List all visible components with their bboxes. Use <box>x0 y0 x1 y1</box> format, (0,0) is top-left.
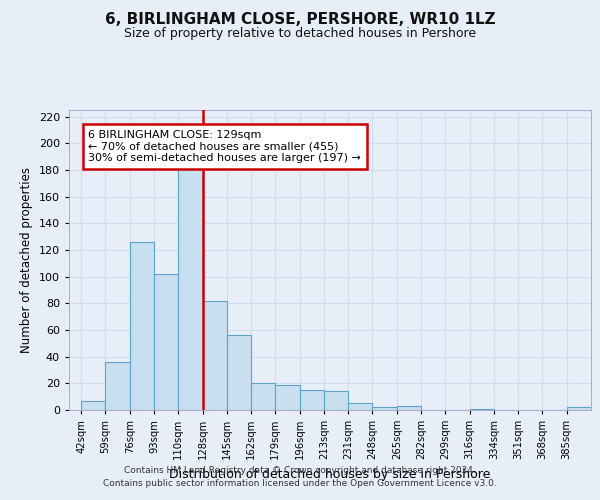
Bar <box>275 384 299 410</box>
Bar <box>251 384 275 410</box>
Text: 6 BIRLINGHAM CLOSE: 129sqm
← 70% of detached houses are smaller (455)
30% of sem: 6 BIRLINGHAM CLOSE: 129sqm ← 70% of deta… <box>88 130 361 163</box>
Y-axis label: Number of detached properties: Number of detached properties <box>20 167 33 353</box>
Text: 6, BIRLINGHAM CLOSE, PERSHORE, WR10 1LZ: 6, BIRLINGHAM CLOSE, PERSHORE, WR10 1LZ <box>104 12 496 28</box>
Text: Size of property relative to detached houses in Pershore: Size of property relative to detached ho… <box>124 28 476 40</box>
Bar <box>130 242 154 410</box>
Bar <box>324 392 348 410</box>
Bar <box>154 274 178 410</box>
Bar <box>373 408 397 410</box>
Text: Contains HM Land Registry data © Crown copyright and database right 2024.
Contai: Contains HM Land Registry data © Crown c… <box>103 466 497 487</box>
Bar <box>227 336 251 410</box>
Bar <box>567 408 591 410</box>
Bar <box>348 404 373 410</box>
X-axis label: Distribution of detached houses by size in Pershore: Distribution of detached houses by size … <box>169 468 491 480</box>
Bar <box>470 408 494 410</box>
Bar <box>81 400 106 410</box>
Bar <box>397 406 421 410</box>
Bar <box>178 168 203 410</box>
Bar <box>203 300 227 410</box>
Bar <box>106 362 130 410</box>
Bar <box>299 390 324 410</box>
